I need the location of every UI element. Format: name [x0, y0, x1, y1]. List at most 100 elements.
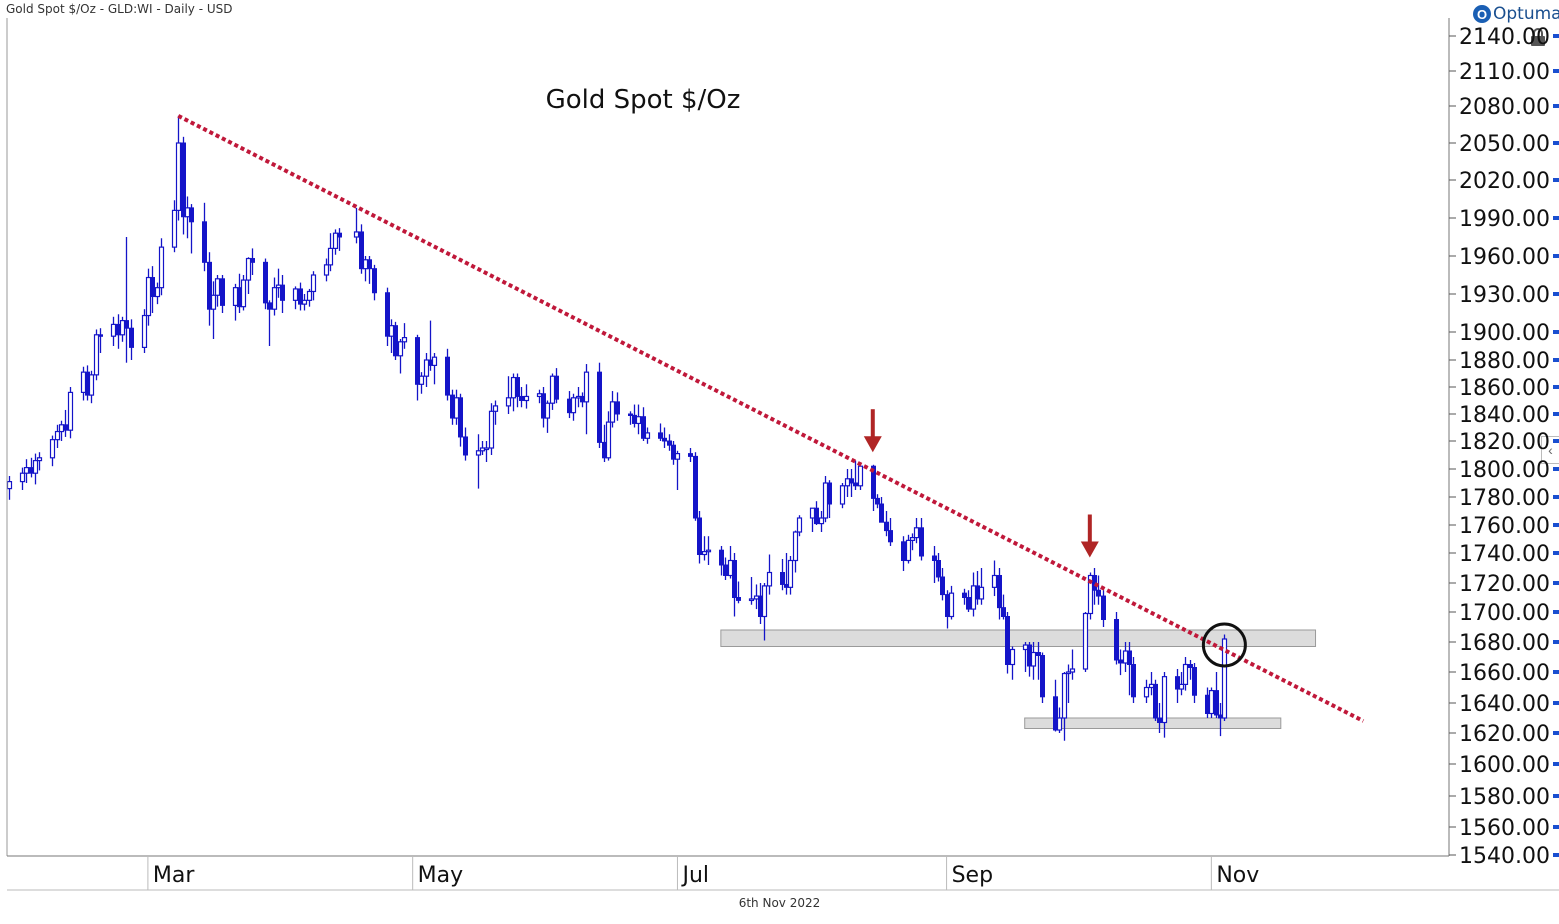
candle: [818, 511, 825, 532]
y-tick: 1600.00: [1449, 753, 1559, 778]
candle: [948, 585, 955, 620]
y-tick-label: 1960.00: [1459, 245, 1550, 270]
x-tick-label: Sep: [952, 863, 993, 888]
y-tick-label: 1640.00: [1459, 692, 1550, 717]
y-tick-label: 1560.00: [1459, 816, 1550, 841]
y-tick: 2020.00: [1449, 169, 1559, 194]
candle: [23, 459, 30, 483]
candle: [597, 362, 602, 448]
y-tick-label: 1740.00: [1459, 542, 1550, 567]
candle: [207, 252, 212, 326]
candle: [505, 376, 512, 414]
candle: [609, 391, 616, 428]
candle: [940, 568, 945, 601]
candle: [997, 568, 1002, 620]
candle: [240, 275, 247, 311]
candle: [1040, 652, 1045, 703]
candle: [1188, 660, 1193, 680]
candle: [693, 452, 698, 521]
candle: [232, 283, 239, 321]
y-tick-label: 1780.00: [1459, 486, 1550, 511]
y-tick-label: 1840.00: [1459, 403, 1550, 428]
down-arrow-icon: [1080, 514, 1099, 558]
candle: [857, 465, 864, 490]
candle: [1022, 642, 1029, 672]
candle: [450, 389, 455, 425]
candle: [423, 353, 430, 387]
support-zone: [1024, 717, 1282, 729]
candle: [1061, 672, 1068, 741]
y-tick: 1990.00: [1449, 207, 1559, 232]
y-tick-label: 1880.00: [1459, 349, 1550, 374]
candle: [1001, 594, 1006, 620]
y-tick: 1620.00: [1449, 722, 1559, 747]
candle: [372, 264, 377, 301]
candle: [54, 424, 61, 448]
candle: [129, 319, 134, 360]
candle: [814, 501, 819, 525]
lock-icon[interactable]: [1528, 27, 1548, 47]
candle: [1148, 672, 1155, 696]
y-tick-label: 1930.00: [1459, 283, 1550, 308]
y-tick-label: 1860.00: [1459, 376, 1550, 401]
candle: [445, 348, 450, 401]
candle: [1118, 649, 1123, 676]
y-tick: 1720.00: [1449, 572, 1559, 597]
support-zones: [720, 629, 1317, 729]
y-tick: 1680.00: [1449, 631, 1559, 656]
candle: [871, 464, 876, 511]
candle: [970, 572, 977, 617]
y-tick: 2140.00: [1449, 25, 1559, 50]
x-tick-label: Nov: [1216, 863, 1259, 888]
candle: [844, 469, 851, 497]
candle: [962, 588, 967, 605]
chart-date-label: 6th Nov 2022: [738, 896, 821, 910]
candle: [583, 364, 590, 435]
x-tick: May: [412, 856, 463, 890]
candle: [991, 560, 998, 597]
y-tick: 1820.00: [1449, 430, 1559, 455]
candle: [888, 518, 893, 546]
y-tick-label: 2140.00: [1459, 25, 1550, 50]
y-tick: 1900.00: [1449, 321, 1559, 346]
candle: [549, 373, 556, 410]
x-tick: Nov: [1210, 856, 1259, 890]
candle: [323, 258, 330, 282]
y-tick: 2110.00: [1449, 60, 1559, 85]
candle: [119, 316, 126, 342]
candle: [792, 530, 799, 573]
candle: [796, 515, 803, 537]
candle: [1101, 590, 1106, 627]
candle: [544, 400, 551, 433]
y-tick: 1800.00: [1449, 458, 1559, 483]
candle: [110, 316, 117, 346]
y-tick: 1860.00: [1449, 376, 1559, 401]
y-tick: 1740.00: [1449, 542, 1559, 567]
candle: [306, 288, 313, 307]
candle: [875, 494, 880, 509]
candle: [385, 287, 390, 346]
candle: [966, 590, 971, 612]
y-tick-label: 2080.00: [1459, 95, 1550, 120]
candle: [6, 476, 13, 500]
candle: [523, 384, 530, 409]
chart-title: Gold Spot $/Oz: [546, 85, 741, 115]
candle: [615, 392, 620, 421]
candle: [932, 546, 937, 583]
y-tick: 1700.00: [1449, 601, 1559, 626]
candle: [280, 275, 285, 313]
y-tick-label: 1540.00: [1459, 844, 1550, 869]
candle: [93, 329, 100, 381]
logo-mark: O: [1473, 5, 1491, 23]
candle: [483, 441, 490, 462]
candle: [632, 404, 637, 428]
candle: [210, 281, 217, 339]
candle: [732, 553, 737, 617]
candle: [250, 248, 255, 275]
candle: [701, 536, 708, 561]
candle: [237, 273, 242, 313]
candle: [780, 559, 785, 591]
candle: [605, 411, 612, 461]
y-tick: 1880.00: [1449, 349, 1559, 374]
